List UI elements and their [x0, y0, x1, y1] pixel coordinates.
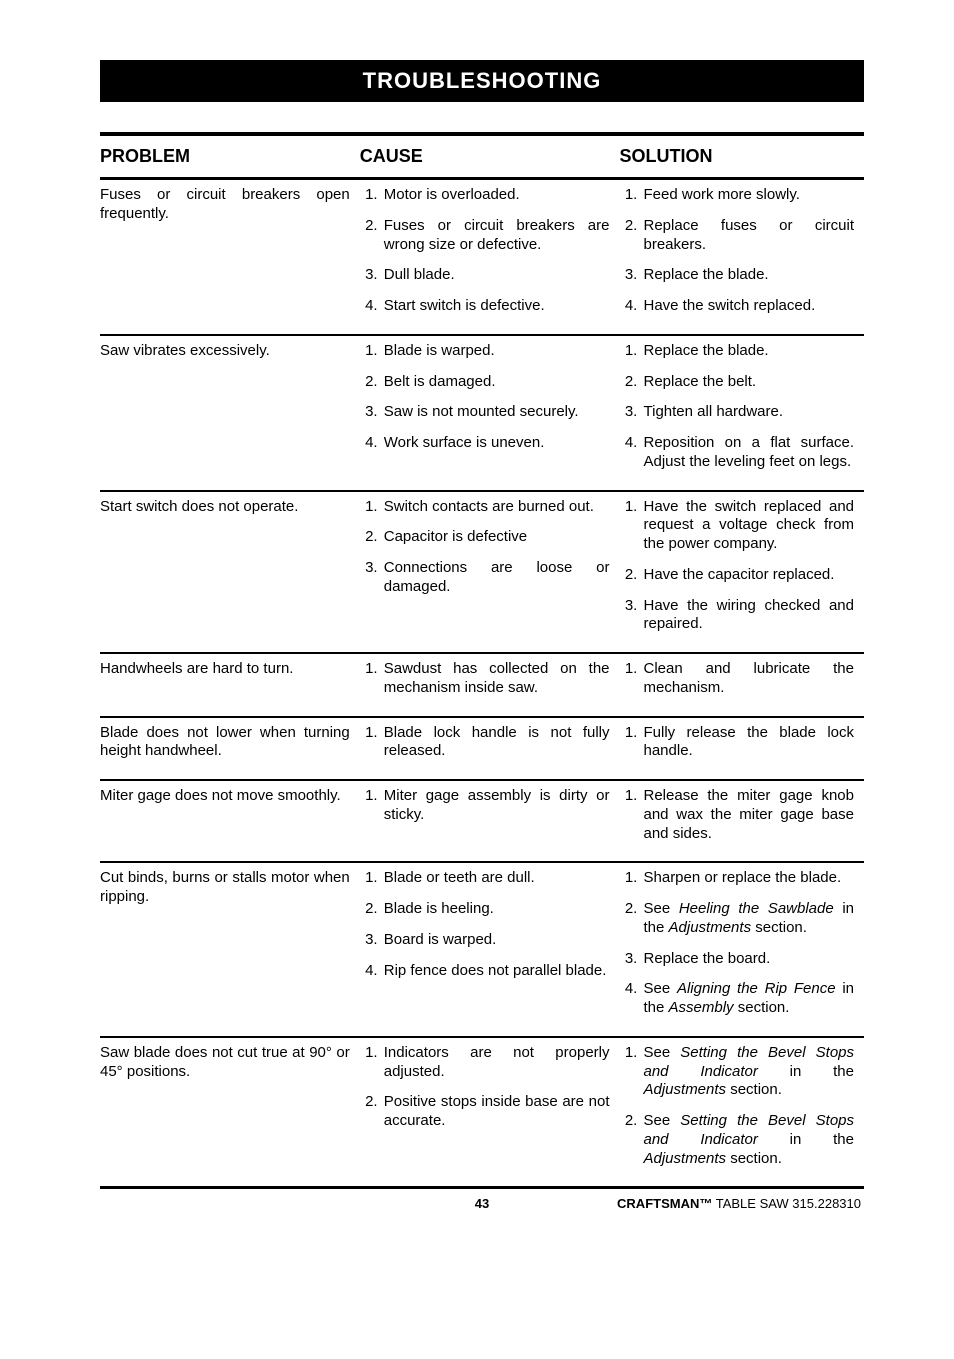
solution-cell: Fully release the blade lock handle.	[620, 718, 865, 781]
cause-item: Capacitor is defective	[382, 528, 610, 547]
solution-item: Have the switch replaced.	[642, 297, 855, 316]
page-number: 43	[353, 1195, 610, 1212]
solution-item: Clean and lubricate the mechanism.	[642, 660, 855, 698]
solution-item: Sharpen or replace the blade.	[642, 869, 855, 888]
col-solution: SOLUTION	[620, 136, 865, 179]
cause-item: Saw is not mounted securely.	[382, 403, 610, 422]
problem-cell: Saw vibrates excessively.	[100, 336, 360, 491]
solution-item: Fully release the blade lock handle.	[642, 724, 855, 762]
col-cause: CAUSE	[360, 136, 620, 179]
cause-cell: Sawdust has collected on the mechanism i…	[360, 654, 620, 717]
table-row: Cut binds, burns or stalls motor when ri…	[100, 863, 864, 1037]
model-number: TABLE SAW 315.228310	[712, 1196, 861, 1211]
problem-cell: Handwheels are hard to turn.	[100, 654, 360, 717]
problem-cell: Fuses or circuit breakers open frequentl…	[100, 180, 360, 335]
cause-item: Positive stops inside base are not accur…	[382, 1093, 610, 1131]
cause-item: Blade is warped.	[382, 342, 610, 361]
footer: 43 CRAFTSMAN™ TABLE SAW 315.228310	[100, 1189, 864, 1214]
problem-cell: Blade does not lower when turning height…	[100, 718, 360, 781]
table-row: Miter gage does not move smoothly. Miter …	[100, 781, 864, 862]
cause-item: Dull blade.	[382, 266, 610, 285]
brand-name: CRAFTSMAN™	[617, 1196, 712, 1211]
cause-item: Blade lock handle is not fully released.	[382, 724, 610, 762]
cause-item: Motor is overloaded.	[382, 186, 610, 205]
solution-item: See Setting the Bevel Stops and Indicato…	[642, 1044, 855, 1100]
solution-item: Replace the board.	[642, 950, 855, 969]
cause-item: Work surface is uneven.	[382, 434, 610, 453]
cause-cell: Blade lock handle is not fully released.	[360, 718, 620, 781]
solution-item: Reposition on a flat surface. Adjust the…	[642, 434, 855, 472]
problem-cell: Start switch does not operate.	[100, 492, 360, 654]
cause-cell: Blade is warped. Belt is damaged. Saw is n…	[360, 336, 620, 491]
cause-cell: Motor is overloaded. Fuses or circuit bre…	[360, 180, 620, 335]
solution-item: See Aligning the Rip Fence in the Assemb…	[642, 980, 855, 1018]
cause-item: Rip fence does not parallel blade.	[382, 962, 610, 981]
table-head-row: PROBLEM CAUSE SOLUTION	[100, 136, 864, 179]
solution-cell: Release the miter gage knob and wax the …	[620, 781, 865, 862]
solution-cell: Clean and lubricate the mechanism.	[620, 654, 865, 717]
solution-item: Replace fuses or circuit breakers.	[642, 217, 855, 255]
solution-item: Replace the blade.	[642, 342, 855, 361]
solution-cell: Have the switch replaced and request a v…	[620, 492, 865, 654]
col-problem: PROBLEM	[100, 136, 360, 179]
solution-cell: Replace the blade. Replace the belt. Tight…	[620, 336, 865, 491]
solution-item: Replace the belt.	[642, 373, 855, 392]
cause-cell: Miter gage assembly is dirty or sticky.	[360, 781, 620, 862]
table-row: Fuses or circuit breakers open frequentl…	[100, 180, 864, 335]
cause-item: Switch contacts are burned out.	[382, 498, 610, 517]
cause-item: Indicators are not properly adjusted.	[382, 1044, 610, 1082]
solution-item: See Setting the Bevel Stops and Indicato…	[642, 1112, 855, 1168]
table-row: Saw blade does not cut true at 90° or 45…	[100, 1038, 864, 1188]
solution-item: Replace the blade.	[642, 266, 855, 285]
table-row: Saw vibrates excessively.Blade is warped…	[100, 336, 864, 491]
page: TROUBLESHOOTING PROBLEM CAUSE SOLUTION F…	[0, 0, 954, 1274]
table-row: Handwheels are hard to turn. Sawdust has …	[100, 654, 864, 717]
solution-item: Feed work more slowly.	[642, 186, 855, 205]
cause-item: Board is warped.	[382, 931, 610, 950]
cause-item: Blade is heeling.	[382, 900, 610, 919]
table-row: Blade does not lower when turning height…	[100, 718, 864, 781]
problem-cell: Cut binds, burns or stalls motor when ri…	[100, 863, 360, 1037]
solution-cell: Feed work more slowly. Replace fuses or c…	[620, 180, 865, 335]
cause-item: Connections are loose or damaged.	[382, 559, 610, 597]
cause-cell: Switch contacts are burned out. Capacitor…	[360, 492, 620, 654]
solution-cell: See Setting the Bevel Stops and Indicato…	[620, 1038, 865, 1188]
cause-item: Miter gage assembly is dirty or sticky.	[382, 787, 610, 825]
solution-item: Have the switch replaced and request a v…	[642, 498, 855, 554]
cause-item: Blade or teeth are dull.	[382, 869, 610, 888]
page-title: TROUBLESHOOTING	[100, 60, 864, 102]
cause-item: Belt is damaged.	[382, 373, 610, 392]
solution-item: Release the miter gage knob and wax the …	[642, 787, 855, 843]
cause-item: Start switch is defective.	[382, 297, 610, 316]
cause-item: Fuses or circuit breakers are wrong size…	[382, 217, 610, 255]
solution-item: Have the wiring checked and repaired.	[642, 597, 855, 635]
solution-cell: Sharpen or replace the blade. See Heeling…	[620, 863, 865, 1037]
solution-item: Tighten all hardware.	[642, 403, 855, 422]
problem-cell: Saw blade does not cut true at 90° or 45…	[100, 1038, 360, 1188]
footer-brand: CRAFTSMAN™ TABLE SAW 315.228310	[613, 1195, 863, 1212]
cause-cell: Indicators are not properly adjusted. Pos…	[360, 1038, 620, 1188]
troubleshooting-table: PROBLEM CAUSE SOLUTION Fuses or circuit …	[100, 136, 864, 1189]
problem-cell: Miter gage does not move smoothly.	[100, 781, 360, 862]
solution-item: See Heeling the Sawblade in the Adjustme…	[642, 900, 855, 938]
table-row: Start switch does not operate.Switch con…	[100, 492, 864, 654]
cause-cell: Blade or teeth are dull. Blade is heeling…	[360, 863, 620, 1037]
solution-item: Have the capacitor replaced.	[642, 566, 855, 585]
cause-item: Sawdust has collected on the mechanism i…	[382, 660, 610, 698]
